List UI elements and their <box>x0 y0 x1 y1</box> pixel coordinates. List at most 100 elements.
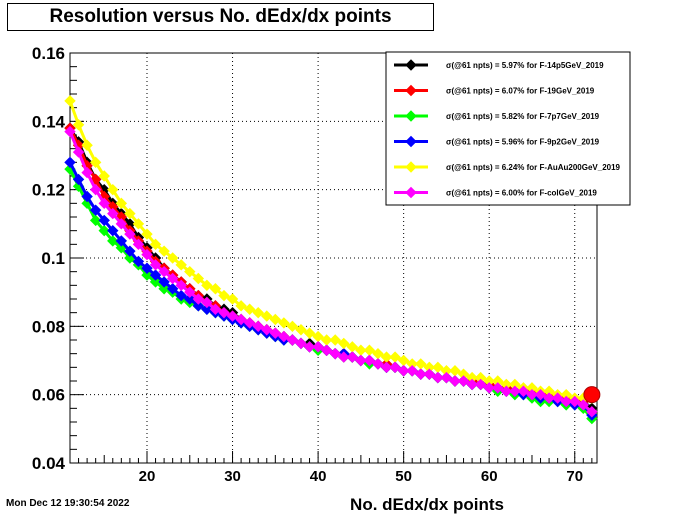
data-point <box>415 368 427 380</box>
data-point <box>89 183 102 196</box>
legend-label: σ(@61 npts) = 6.00% for F-colGeV_2019 <box>446 189 597 198</box>
legend-swatch-marker <box>405 135 417 148</box>
data-point <box>141 248 153 261</box>
data-point <box>64 95 76 107</box>
legend-swatch-marker <box>405 110 417 122</box>
data-point <box>534 388 547 401</box>
data-point <box>243 303 256 315</box>
data-point <box>107 183 119 196</box>
data-point <box>269 327 282 339</box>
timestamp: Mon Dec 12 19:30:54 2022 <box>6 498 130 509</box>
data-point <box>235 313 247 326</box>
data-point <box>107 235 119 247</box>
legend-label: σ(@61 npts) = 5.97% for F-14p5GeV_2019 <box>446 61 604 70</box>
data-point <box>449 375 461 387</box>
data-point <box>338 351 350 363</box>
x-tick-label: 70 <box>566 468 583 485</box>
data-point <box>303 341 316 353</box>
axes: 20 30 40 50 60 70 0.04 0.06 0.08 0.1 0.12 0.14 0.16 <box>32 44 598 485</box>
data-point <box>569 395 581 408</box>
data-point <box>115 218 128 230</box>
data-point <box>115 235 128 247</box>
data-point <box>526 388 538 401</box>
data-point <box>209 283 222 295</box>
data-point <box>517 385 530 397</box>
data-point <box>269 313 282 326</box>
data-point <box>346 351 359 363</box>
y-tick-label: 0.06 <box>32 386 65 405</box>
end-marker <box>583 386 601 404</box>
data-point <box>149 259 162 271</box>
data-point <box>261 324 273 336</box>
data-point <box>89 214 102 227</box>
data-point <box>474 378 487 391</box>
x-tick-label: 20 <box>139 468 156 485</box>
data-point <box>372 358 384 370</box>
data-point <box>98 214 110 227</box>
data-point <box>286 320 299 333</box>
data-point <box>149 276 162 288</box>
legend-label: σ(@61 npts) = 6.24% for F-AuAu200GeV_201… <box>446 163 621 172</box>
legend-swatch-marker <box>405 59 417 71</box>
data-point <box>560 395 572 408</box>
data-point <box>149 238 162 251</box>
series-group <box>64 95 601 425</box>
data-point <box>124 207 136 220</box>
data-point <box>363 354 376 367</box>
legend-entry: σ(@61 npts) = 5.82% for F-7p7GeV_2019 <box>394 110 600 122</box>
data-point <box>406 365 418 377</box>
data-point <box>184 286 196 298</box>
data-point <box>303 327 316 339</box>
y-tick-label: 0.04 <box>32 454 66 473</box>
legend-entry: σ(@61 npts) = 6.00% for F-colGeV_2019 <box>394 186 597 199</box>
data-point <box>158 265 170 278</box>
data-point <box>397 365 410 377</box>
data-point <box>432 371 444 384</box>
data-point <box>124 245 136 257</box>
data-point <box>158 276 170 288</box>
data-point <box>338 337 350 350</box>
legend-entry: σ(@61 npts) = 5.96% for F-9p2GeV_2019 <box>394 135 600 148</box>
data-point <box>141 269 153 281</box>
legend-swatch-marker <box>405 161 417 173</box>
legend-box <box>385 51 631 206</box>
data-point <box>483 382 495 394</box>
data-point <box>81 190 93 203</box>
data-point <box>440 371 453 384</box>
data-point <box>141 228 153 240</box>
data-point <box>235 300 247 312</box>
data-point <box>226 310 239 322</box>
data-point <box>72 146 85 158</box>
data-point <box>175 259 187 271</box>
data-point <box>500 385 513 397</box>
series-5 <box>64 125 598 418</box>
data-point <box>175 279 187 292</box>
legend-entry: σ(@61 npts) = 5.97% for F-14p5GeV_2019 <box>394 59 604 71</box>
x-tick-label: 50 <box>395 468 412 485</box>
legend-swatch-marker <box>405 84 417 97</box>
data-point <box>380 361 393 374</box>
data-point <box>184 293 196 305</box>
data-point <box>132 218 145 230</box>
x-tick-label: 60 <box>481 468 498 485</box>
y-tick-label: 0.14 <box>32 112 66 131</box>
data-point <box>423 368 436 380</box>
data-point <box>124 228 136 240</box>
data-point <box>509 385 521 397</box>
data-point <box>166 252 179 264</box>
y-tick-label: 0.1 <box>41 249 65 268</box>
data-point <box>166 283 179 295</box>
data-point <box>158 245 170 257</box>
y-tick-label: 0.16 <box>32 44 65 63</box>
data-point <box>551 392 564 404</box>
legend-entry: σ(@61 npts) = 6.07% for F-19GeV_2019 <box>394 84 595 97</box>
data-point <box>72 119 85 131</box>
data-point <box>252 320 264 333</box>
data-point <box>209 303 222 315</box>
data-point <box>466 378 478 391</box>
data-point <box>149 269 162 281</box>
data-point <box>81 139 93 151</box>
data-point <box>218 306 230 319</box>
data-point <box>286 334 299 346</box>
y-tick-label: 0.08 <box>32 317 65 336</box>
